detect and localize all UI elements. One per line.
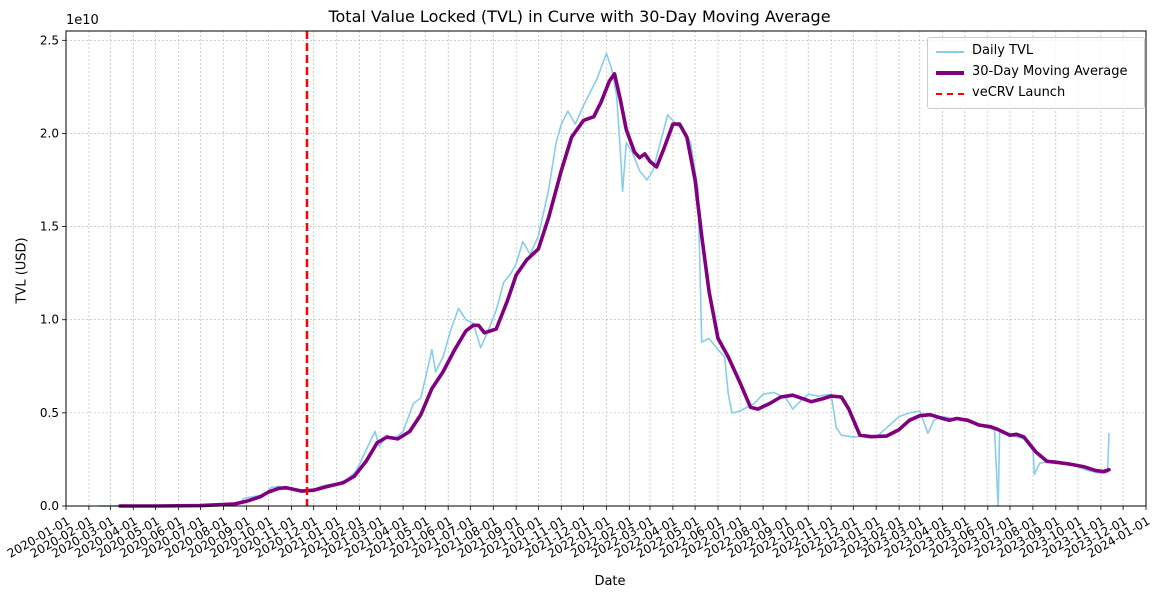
y-tick-label: 0.5 bbox=[40, 406, 59, 420]
x-axis-label: Date bbox=[594, 574, 626, 589]
legend-swatch-daily-tvl bbox=[936, 51, 964, 53]
grid-lines bbox=[65, 31, 1147, 507]
legend-item-daily-tvl: Daily TVL bbox=[928, 41, 1144, 63]
y-scale-label: 1e10 bbox=[66, 13, 99, 28]
chart-title: Total Value Locked (TVL) in Curve with 3… bbox=[328, 7, 831, 26]
legend-item-moving-average: 30-Day Moving Average bbox=[928, 62, 1144, 84]
y-tick-label: 0.0 bbox=[40, 499, 59, 513]
daily-tvl-line bbox=[97, 52, 1110, 507]
x-axis-ticks: 2020-01-012020-02-012020-03-012020-04-01… bbox=[5, 506, 1152, 561]
legend: Daily TVL 30-Day Moving Average veCRV La… bbox=[927, 37, 1145, 109]
y-axis-label: TVL (USD) bbox=[14, 237, 30, 304]
plot-frame bbox=[65, 30, 1147, 507]
moving-average-line bbox=[118, 72, 1111, 508]
legend-swatch-vecrv-launch bbox=[936, 93, 964, 95]
y-tick-label: 2.5 bbox=[40, 33, 59, 47]
y-tick-label: 2.0 bbox=[40, 126, 59, 140]
legend-label-vecrv-launch: veCRV Launch bbox=[972, 85, 1066, 100]
y-axis-ticks: 0.0 0.5 1.0 1.5 2.0 2.5 bbox=[40, 33, 66, 513]
y-tick-label: 1.5 bbox=[40, 220, 59, 234]
series-lines bbox=[97, 52, 1111, 508]
legend-label-moving-average: 30-Day Moving Average bbox=[972, 64, 1128, 79]
legend-swatch-moving-average bbox=[936, 71, 964, 75]
legend-item-vecrv-launch: veCRV Launch bbox=[928, 83, 1144, 105]
legend-label-daily-tvl: Daily TVL bbox=[972, 43, 1034, 58]
y-tick-label: 1.0 bbox=[40, 313, 59, 327]
